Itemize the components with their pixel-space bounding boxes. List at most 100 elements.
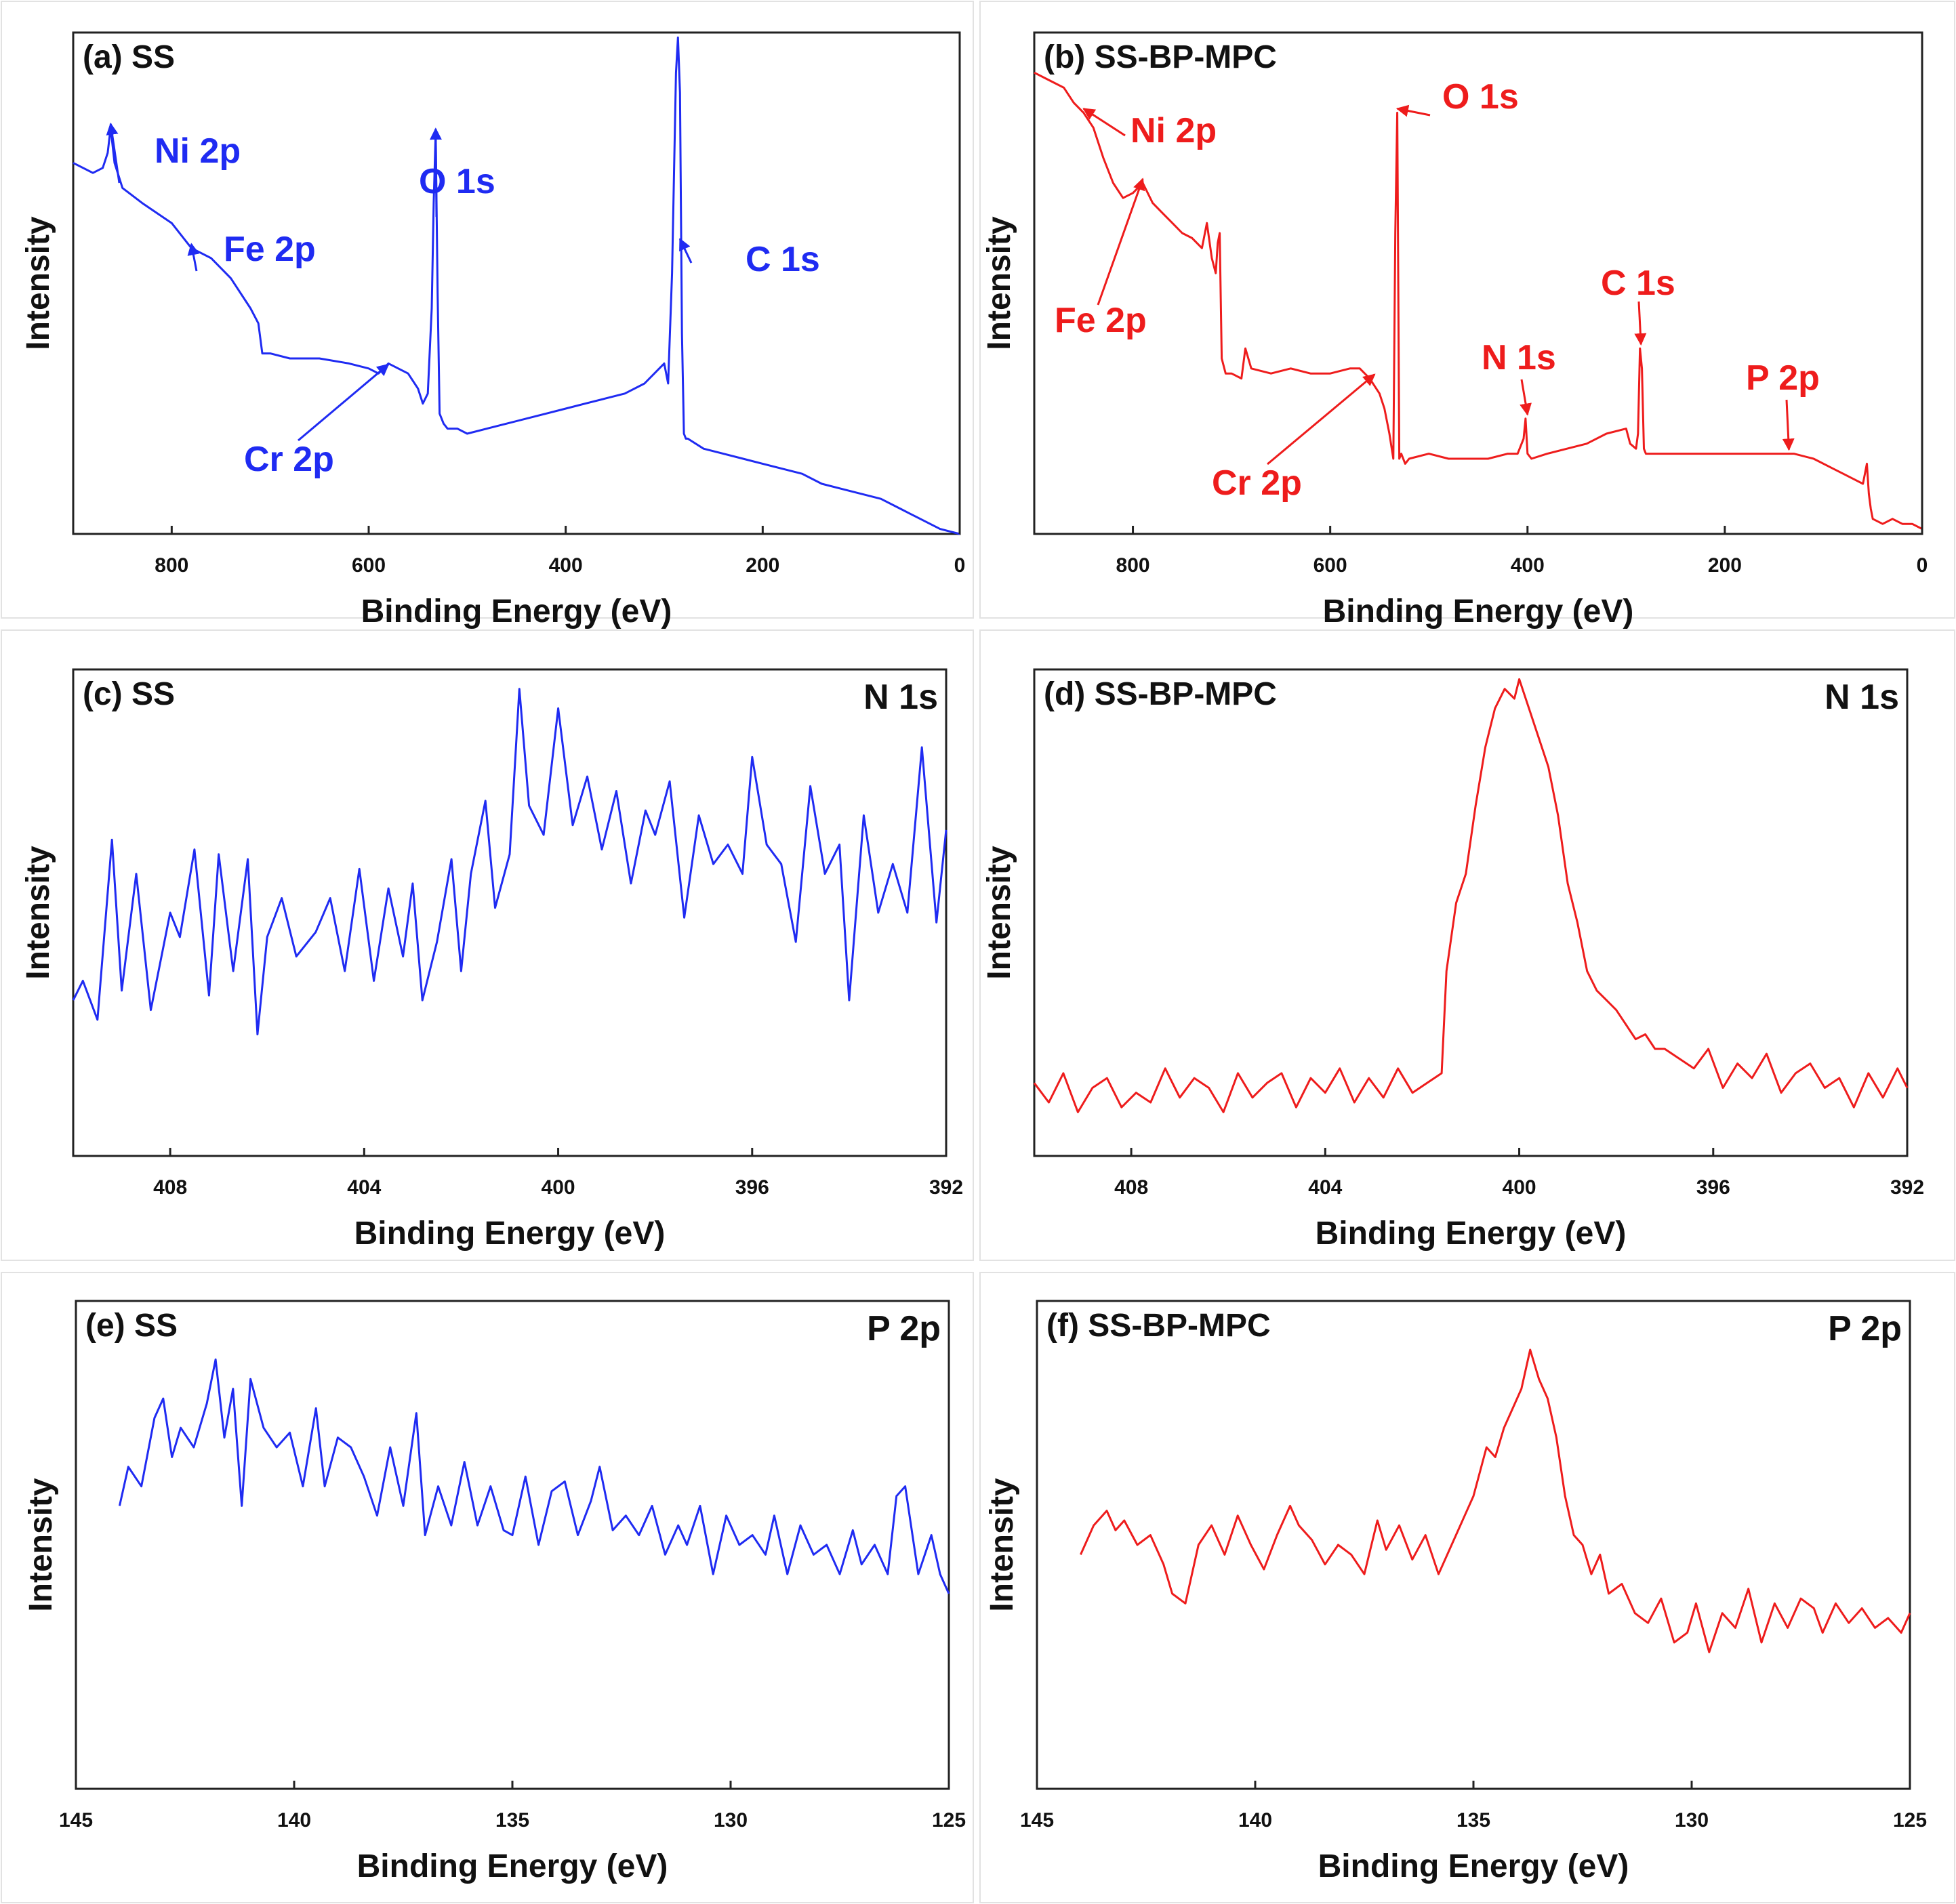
x-tick-label: 135 <box>1456 1809 1490 1831</box>
x-tick-label: 408 <box>1114 1176 1148 1199</box>
annotation-arrow <box>1097 178 1145 306</box>
x-tick-label: 392 <box>1890 1176 1924 1199</box>
chart-panel-a: 800 600 400 200 0 Binding Energy (eV) Intensit… <box>1 1 974 629</box>
plot-frame <box>1033 31 1923 535</box>
peak-annotation: Ni 2p <box>155 131 241 171</box>
x-axis-title: Binding Energy (eV) <box>1323 594 1634 629</box>
series-line <box>72 688 948 1035</box>
series-line <box>73 36 960 535</box>
plot-frame <box>72 668 948 1157</box>
x-tick-label: 125 <box>1893 1809 1927 1831</box>
x-tick-label: 130 <box>1675 1809 1709 1831</box>
y-axis-title: Intensity <box>20 846 56 980</box>
peak-annotation: N 1s <box>1482 338 1556 377</box>
annotation-arrow <box>678 238 693 264</box>
region-title: N 1s <box>1825 678 1899 717</box>
y-axis-title: Intensity <box>981 846 1017 980</box>
x-tick-label: 140 <box>277 1809 311 1831</box>
region-title: P 2p <box>1828 1309 1902 1348</box>
panel-border <box>979 1272 1955 1903</box>
x-axis-title: Binding Energy (eV) <box>1318 1848 1629 1884</box>
region-title: N 1s <box>863 678 938 717</box>
annotation-arrow <box>187 243 200 272</box>
x-tick-label: 400 <box>542 1176 575 1199</box>
x-tick-label: 200 <box>1708 554 1742 577</box>
x-tick-label: 408 <box>153 1176 187 1199</box>
x-tick-label: 600 <box>1313 554 1347 577</box>
x-tick-label: 145 <box>59 1809 93 1831</box>
peak-annotation: Cr 2p <box>244 440 334 479</box>
peak-annotation: O 1s <box>419 162 495 201</box>
peak-annotation: O 1s <box>1442 77 1519 117</box>
y-axis-title: Intensity <box>981 216 1017 350</box>
x-tick-label: 130 <box>714 1809 748 1831</box>
x-tick-label: 140 <box>1238 1809 1272 1831</box>
chart-panel-f: 145 140 135 130 125 Binding Energy (eV) Intens… <box>979 1272 1955 1903</box>
peak-annotation: Cr 2p <box>1212 463 1302 503</box>
annotation-arrow <box>298 363 390 442</box>
plot-frame <box>1033 668 1909 1157</box>
x-axis-title: Binding Energy (eV) <box>354 1216 666 1251</box>
series-line <box>1033 678 1909 1113</box>
x-tick-label: 600 <box>352 554 386 577</box>
x-axis-title: Binding Energy (eV) <box>361 594 672 629</box>
x-tick-label: 404 <box>1308 1176 1342 1199</box>
x-tick-label: 0 <box>1917 554 1928 577</box>
x-tick-label: 404 <box>347 1176 381 1199</box>
chart-panel-b: 800 600 400 200 0 Binding Energy (eV) Intensit… <box>979 1 1955 629</box>
annotation-arrow <box>1634 301 1647 346</box>
x-tick-label: 400 <box>549 554 583 577</box>
peak-annotation: Ni 2p <box>1130 111 1217 150</box>
x-axis-title: Binding Energy (eV) <box>1316 1216 1627 1251</box>
panel-title: (b) SS-BP-MPC <box>1044 39 1277 75</box>
series-line <box>1034 71 1923 530</box>
series-line <box>1080 1348 1911 1653</box>
panel-border <box>1 1272 974 1903</box>
x-tick-label: 145 <box>1020 1809 1054 1831</box>
x-tick-label: 400 <box>1503 1176 1536 1199</box>
annotation-arrow <box>106 122 121 184</box>
panel-border <box>1 629 974 1261</box>
peak-annotation: C 1s <box>746 240 820 279</box>
panel-title: (c) SS <box>83 676 175 712</box>
x-tick-label: 0 <box>954 554 966 577</box>
x-tick-label: 800 <box>155 554 188 577</box>
peak-annotation: Fe 2p <box>1055 301 1147 340</box>
chart-panel-c: 408 404 400 396 392 Binding Energy (eV) Intens… <box>1 629 974 1261</box>
x-axis-title: Binding Energy (eV) <box>357 1848 668 1884</box>
peak-annotation: P 2p <box>1746 358 1820 398</box>
peak-annotation: Fe 2p <box>224 230 316 269</box>
x-tick-label: 125 <box>932 1809 966 1831</box>
x-tick-label: 396 <box>735 1176 769 1199</box>
x-tick-label: 392 <box>929 1176 963 1199</box>
chart-panel-d: 408 404 400 396 392 Binding Energy (eV) Intens… <box>979 629 1955 1261</box>
annotation-arrow <box>1782 399 1795 451</box>
panel-title: (e) SS <box>85 1308 178 1344</box>
y-axis-title: Intensity <box>984 1478 1020 1612</box>
annotation-arrow <box>1395 104 1431 117</box>
plot-frame <box>75 1300 950 1790</box>
annotation-arrow <box>1267 373 1376 465</box>
x-tick-label: 200 <box>746 554 779 577</box>
y-axis-title: Intensity <box>20 216 56 350</box>
annotation-arrow <box>1082 108 1126 137</box>
plot-frame <box>72 31 961 535</box>
annotation-arrow <box>1520 379 1532 416</box>
panel-title: (a) SS <box>83 39 175 75</box>
y-axis-title: Intensity <box>23 1478 59 1612</box>
panel-border <box>1 1 974 619</box>
peak-annotation: C 1s <box>1601 264 1675 303</box>
x-tick-label: 400 <box>1511 554 1545 577</box>
panel-border <box>979 1 1955 619</box>
x-tick-label: 800 <box>1116 554 1150 577</box>
panel-title: (d) SS-BP-MPC <box>1044 676 1277 712</box>
series-line <box>118 1358 950 1594</box>
x-tick-label: 135 <box>495 1809 529 1831</box>
plot-frame <box>1036 1300 1911 1790</box>
x-tick-label: 396 <box>1696 1176 1730 1199</box>
panel-border <box>979 629 1955 1261</box>
region-title: P 2p <box>867 1309 941 1348</box>
panel-title: (f) SS-BP-MPC <box>1046 1308 1271 1344</box>
chart-panel-e: 145 140 135 130 125 Binding Energy (eV) Intens… <box>1 1272 974 1903</box>
